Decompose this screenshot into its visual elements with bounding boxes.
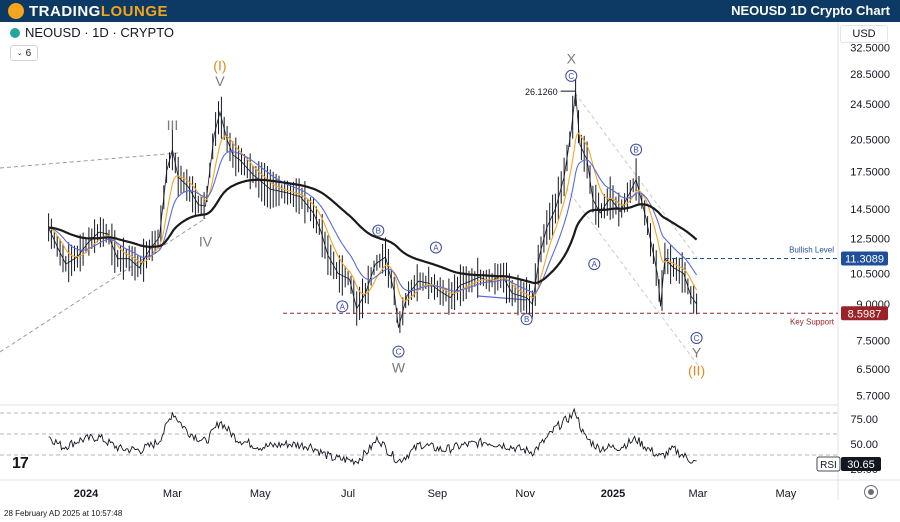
x-tick-label: May — [250, 488, 271, 500]
bullish-level-label: Bullish Level — [789, 246, 834, 255]
channel-upper — [574, 92, 701, 263]
rsi-line — [48, 407, 697, 466]
y-tick-label: 20.5000 — [850, 135, 890, 147]
circle-wave-label: B — [376, 227, 381, 236]
circle-wave-label: B — [633, 146, 638, 155]
y-tick-label: 32.5000 — [850, 43, 890, 55]
y-tick-label: 17.5000 — [850, 166, 890, 178]
brand-mark-icon — [8, 3, 24, 19]
x-tick-label: 2024 — [74, 488, 99, 500]
y-tick-label: 28.5000 — [850, 69, 890, 81]
wave-label: W — [392, 359, 406, 375]
circle-wave-marker — [520, 313, 533, 326]
price-line — [48, 91, 697, 328]
symbol-label: NEOUSD · 1D · CRYPTO — [25, 25, 175, 40]
x-tick-label: Mar — [163, 488, 182, 500]
ma-long-line — [48, 178, 698, 285]
trendline-upper — [0, 152, 179, 169]
x-tick-label: May — [775, 488, 796, 500]
y-tick-label: 5.7000 — [856, 391, 890, 403]
rsi-badge-bg — [816, 456, 841, 472]
price-bars — [48, 76, 698, 333]
symbol-legend[interactable]: NEOUSD · 1D · CRYPTO — [10, 25, 174, 40]
wave-label: V — [215, 73, 225, 89]
y-tick-label: 6.5000 — [856, 364, 890, 376]
wave-label: (II) — [688, 362, 705, 378]
circle-wave-marker — [336, 300, 349, 313]
chevron-down-icon: ⌄ — [16, 50, 23, 57]
x-tick-label: Jul — [341, 488, 355, 500]
channel-lower — [565, 187, 701, 369]
circle-wave-label: A — [433, 244, 439, 253]
rsi-badge-label: RSI — [820, 460, 837, 471]
x-tick-label: Nov — [515, 488, 535, 500]
brand-right: LOUNGE — [100, 2, 168, 20]
x-tick-label: Mar — [689, 488, 708, 500]
rsi-tick-label: 75.00 — [850, 414, 878, 426]
x-tick-label: Sep — [428, 488, 448, 500]
rsi-tick-label: 50.00 — [850, 439, 878, 451]
key-support-label: Key Support — [790, 317, 835, 326]
circle-wave-label: C — [396, 348, 402, 357]
currency-selector[interactable]: USD — [840, 25, 888, 43]
page-title: NEOUSD 1D Crypto Chart — [731, 3, 890, 18]
y-tick-label: 12.5000 — [850, 234, 890, 246]
brand-left: TRADING — [29, 2, 101, 20]
wave-label: IV — [199, 234, 213, 250]
circle-wave-label: C — [568, 72, 574, 81]
y-tick-label: 7.5000 — [856, 336, 890, 348]
y-tick-label: 24.5000 — [850, 99, 890, 111]
brand-logo: TRADING LOUNGE — [8, 2, 168, 20]
rsi-value-badge-bg — [841, 457, 881, 471]
circle-wave-marker — [392, 345, 405, 358]
tradingview-logo: 17 — [12, 455, 29, 472]
x-tick-label: 2025 — [601, 488, 625, 500]
rsi-value-badge: 30.65 — [847, 459, 875, 471]
circle-wave-marker — [630, 143, 643, 156]
circle-wave-label: B — [524, 315, 529, 324]
circle-wave-marker — [372, 224, 385, 237]
header-bar: TRADING LOUNGE NEOUSD 1D Crypto Chart — [0, 0, 900, 22]
y-tick-label: 10.5000 — [850, 268, 890, 280]
wave-label: III — [167, 117, 179, 133]
symbol-icon — [10, 27, 20, 38]
ema-fast-line — [48, 132, 698, 302]
circle-wave-label: C — [694, 334, 700, 343]
bullish-level-badge-bg — [841, 251, 888, 266]
circle-wave-label: A — [592, 260, 598, 269]
indicator-toggle[interactable]: ⌄ 6 — [10, 45, 38, 61]
key-support-badge: 8.5987 — [848, 308, 882, 320]
trendline-lower — [0, 217, 207, 353]
indicator-count: 6 — [25, 47, 32, 59]
y-tick-label: 14.5000 — [850, 204, 890, 216]
wave-label: (I) — [213, 57, 226, 73]
circle-wave-marker — [588, 258, 601, 271]
circle-wave-label: A — [340, 302, 346, 311]
circle-wave-marker — [429, 241, 442, 254]
triangle-line — [477, 295, 528, 301]
ema-mid-line — [48, 150, 698, 294]
settings-icon[interactable] — [864, 485, 878, 499]
bullish-level-badge: 11.3089 — [845, 254, 884, 266]
circle-wave-marker — [690, 331, 703, 344]
key-support-badge-bg — [841, 306, 888, 321]
timestamp: 28 February AD 2025 at 10:57:48 — [4, 509, 123, 518]
peak-price-label: 26.1260 — [525, 87, 558, 97]
wave-label: Y — [692, 344, 702, 360]
circle-wave-marker — [565, 69, 578, 82]
wave-label: X — [567, 51, 577, 67]
